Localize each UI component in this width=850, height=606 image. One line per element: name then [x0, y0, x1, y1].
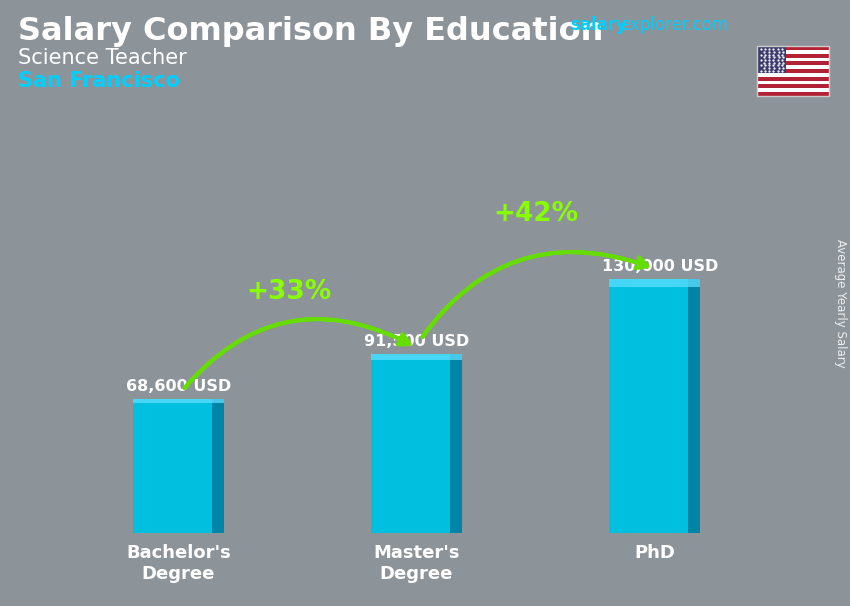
Text: Salary Comparison By Education: Salary Comparison By Education: [18, 16, 604, 47]
Bar: [757, 46, 829, 96]
FancyBboxPatch shape: [371, 355, 462, 360]
Text: Science Teacher: Science Teacher: [18, 48, 187, 68]
Bar: [133, 399, 224, 533]
FancyBboxPatch shape: [212, 399, 224, 533]
Bar: [757, 81, 829, 84]
Bar: [757, 61, 829, 65]
Bar: [371, 355, 462, 533]
Bar: [757, 77, 829, 81]
Bar: [757, 65, 829, 69]
Text: 91,500 USD: 91,500 USD: [364, 334, 469, 349]
Text: San Francisco: San Francisco: [18, 71, 180, 91]
Text: +33%: +33%: [246, 279, 332, 305]
Bar: [609, 279, 700, 533]
Bar: [757, 58, 829, 61]
Text: 130,000 USD: 130,000 USD: [602, 259, 718, 274]
FancyBboxPatch shape: [688, 279, 700, 533]
Bar: [757, 88, 829, 92]
Bar: [757, 50, 829, 54]
Text: explorer.com: explorer.com: [620, 16, 728, 34]
Bar: [757, 92, 829, 96]
FancyBboxPatch shape: [609, 279, 700, 287]
Bar: [757, 46, 829, 50]
Bar: [757, 84, 829, 88]
Bar: [757, 54, 829, 58]
Bar: [757, 46, 785, 73]
Text: +42%: +42%: [493, 201, 578, 227]
Bar: [757, 69, 829, 73]
Bar: [757, 73, 829, 77]
FancyBboxPatch shape: [450, 355, 462, 533]
Text: 68,600 USD: 68,600 USD: [126, 379, 231, 394]
Text: salary: salary: [570, 16, 626, 34]
Text: Average Yearly Salary: Average Yearly Salary: [834, 239, 847, 367]
FancyBboxPatch shape: [133, 399, 224, 403]
